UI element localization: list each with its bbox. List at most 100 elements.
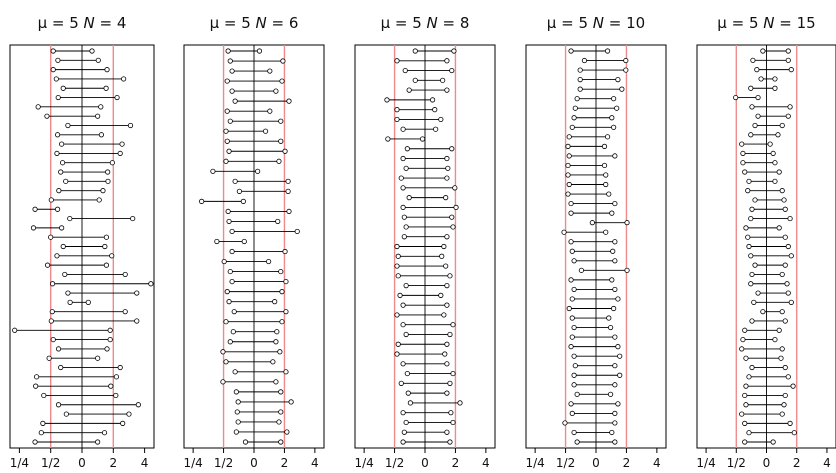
interval-upper-point xyxy=(107,327,113,333)
interval-lower-point xyxy=(400,302,406,308)
interval-lower-point xyxy=(748,281,754,287)
interval-upper-point xyxy=(778,355,784,361)
interval-lower-point xyxy=(577,77,583,83)
interval-lower-point xyxy=(199,198,205,204)
interval-lower-point xyxy=(54,253,60,259)
interval-lower-point xyxy=(569,248,575,254)
interval-upper-point xyxy=(286,208,292,215)
interval-lower-point xyxy=(221,258,227,265)
interval-lower-point xyxy=(743,402,749,408)
interval-upper-point xyxy=(95,355,101,361)
x-tick-label: 1/2 xyxy=(41,456,60,470)
interval-lower-point xyxy=(568,401,574,407)
interval-upper-point xyxy=(785,113,791,119)
interval-upper-point xyxy=(617,353,623,359)
interval-lower-point xyxy=(569,410,575,416)
interval-lower-point xyxy=(54,132,61,138)
interval-lower-point xyxy=(398,380,404,386)
interval-lower-point xyxy=(742,420,748,426)
interval-upper-point xyxy=(108,383,114,389)
interval-lower-point xyxy=(566,134,572,140)
interval-upper-point xyxy=(615,296,621,302)
interval-upper-point xyxy=(444,390,450,396)
interval-lower-point xyxy=(743,225,749,231)
interval-lower-point xyxy=(400,361,406,367)
interval-upper-point xyxy=(612,420,618,426)
interval-lower-point xyxy=(400,322,406,328)
interval-upper-point xyxy=(95,57,101,63)
interval-upper-point xyxy=(776,169,782,175)
interval-lower-point xyxy=(46,355,52,361)
interval-lower-point xyxy=(395,253,401,259)
interval-lower-point xyxy=(38,430,44,436)
interval-lower-point xyxy=(232,178,238,184)
interval-lower-point xyxy=(56,188,62,194)
interval-lower-point xyxy=(566,181,572,188)
interval-lower-point xyxy=(59,141,65,147)
interval-lower-point xyxy=(571,372,577,378)
interval-lower-point xyxy=(224,108,230,114)
interval-lower-point xyxy=(746,178,752,184)
interval-upper-point xyxy=(450,322,456,328)
interval-lower-point xyxy=(12,327,18,333)
interval-lower-point xyxy=(394,107,400,113)
interval-upper-point xyxy=(441,243,447,250)
interval-upper-point xyxy=(611,124,617,130)
x-tick-label: 1/4 xyxy=(525,456,544,470)
interval-upper-point xyxy=(776,225,782,231)
interval-upper-point xyxy=(624,267,630,273)
interval-lower-point xyxy=(745,188,751,194)
interval-lower-point xyxy=(67,215,73,222)
interval-lower-point xyxy=(755,290,761,296)
interval-lower-point xyxy=(223,319,229,325)
interval-lower-point xyxy=(568,277,574,283)
interval-upper-point xyxy=(612,382,618,388)
interval-lower-point xyxy=(400,185,406,191)
interval-upper-point xyxy=(449,146,455,152)
interval-upper-point xyxy=(448,410,454,416)
interval-upper-point xyxy=(285,188,291,194)
interval-lower-point xyxy=(569,334,575,340)
interval-lower-point xyxy=(394,351,400,357)
interval-upper-point xyxy=(779,122,785,129)
interval-upper-point xyxy=(615,344,621,350)
interval-lower-point xyxy=(65,290,71,296)
interval-lower-point xyxy=(63,411,69,417)
interval-lower-point xyxy=(226,148,232,154)
interval-upper-point xyxy=(606,191,612,197)
x-tick-label: 4 xyxy=(482,456,490,470)
interval-upper-point xyxy=(101,430,108,436)
interval-lower-point xyxy=(220,349,226,355)
interval-upper-point xyxy=(447,331,453,338)
x-tick-label: 0 xyxy=(250,456,258,470)
interval-upper-point xyxy=(453,204,459,210)
interval-lower-point xyxy=(48,234,54,240)
interval-upper-point xyxy=(444,87,450,93)
interval-upper-point xyxy=(96,197,102,203)
interval-lower-point xyxy=(402,67,408,74)
interval-lower-point xyxy=(403,224,409,230)
x-tick-label: 1/4 xyxy=(10,456,29,470)
interval-lower-point xyxy=(568,210,574,216)
interval-upper-point xyxy=(612,153,618,159)
interval-upper-point xyxy=(603,229,609,235)
interval-upper-point xyxy=(270,359,276,365)
interval-upper-point xyxy=(443,263,449,269)
interval-lower-point xyxy=(565,143,571,149)
interval-lower-point xyxy=(406,87,412,93)
interval-upper-point xyxy=(267,108,273,114)
interval-lower-point xyxy=(394,116,400,123)
interval-lower-point xyxy=(223,158,229,164)
interval-lower-point xyxy=(758,76,764,82)
interval-upper-point xyxy=(772,76,778,82)
interval-upper-point xyxy=(419,136,426,142)
interval-upper-point xyxy=(782,392,788,399)
interval-upper-point xyxy=(113,374,120,380)
interval-lower-point xyxy=(749,318,755,324)
interval-upper-point xyxy=(283,369,289,375)
interval-upper-point xyxy=(601,162,608,169)
interval-upper-point xyxy=(788,253,794,259)
interval-upper-point xyxy=(444,234,450,240)
interval-lower-point xyxy=(41,392,47,399)
